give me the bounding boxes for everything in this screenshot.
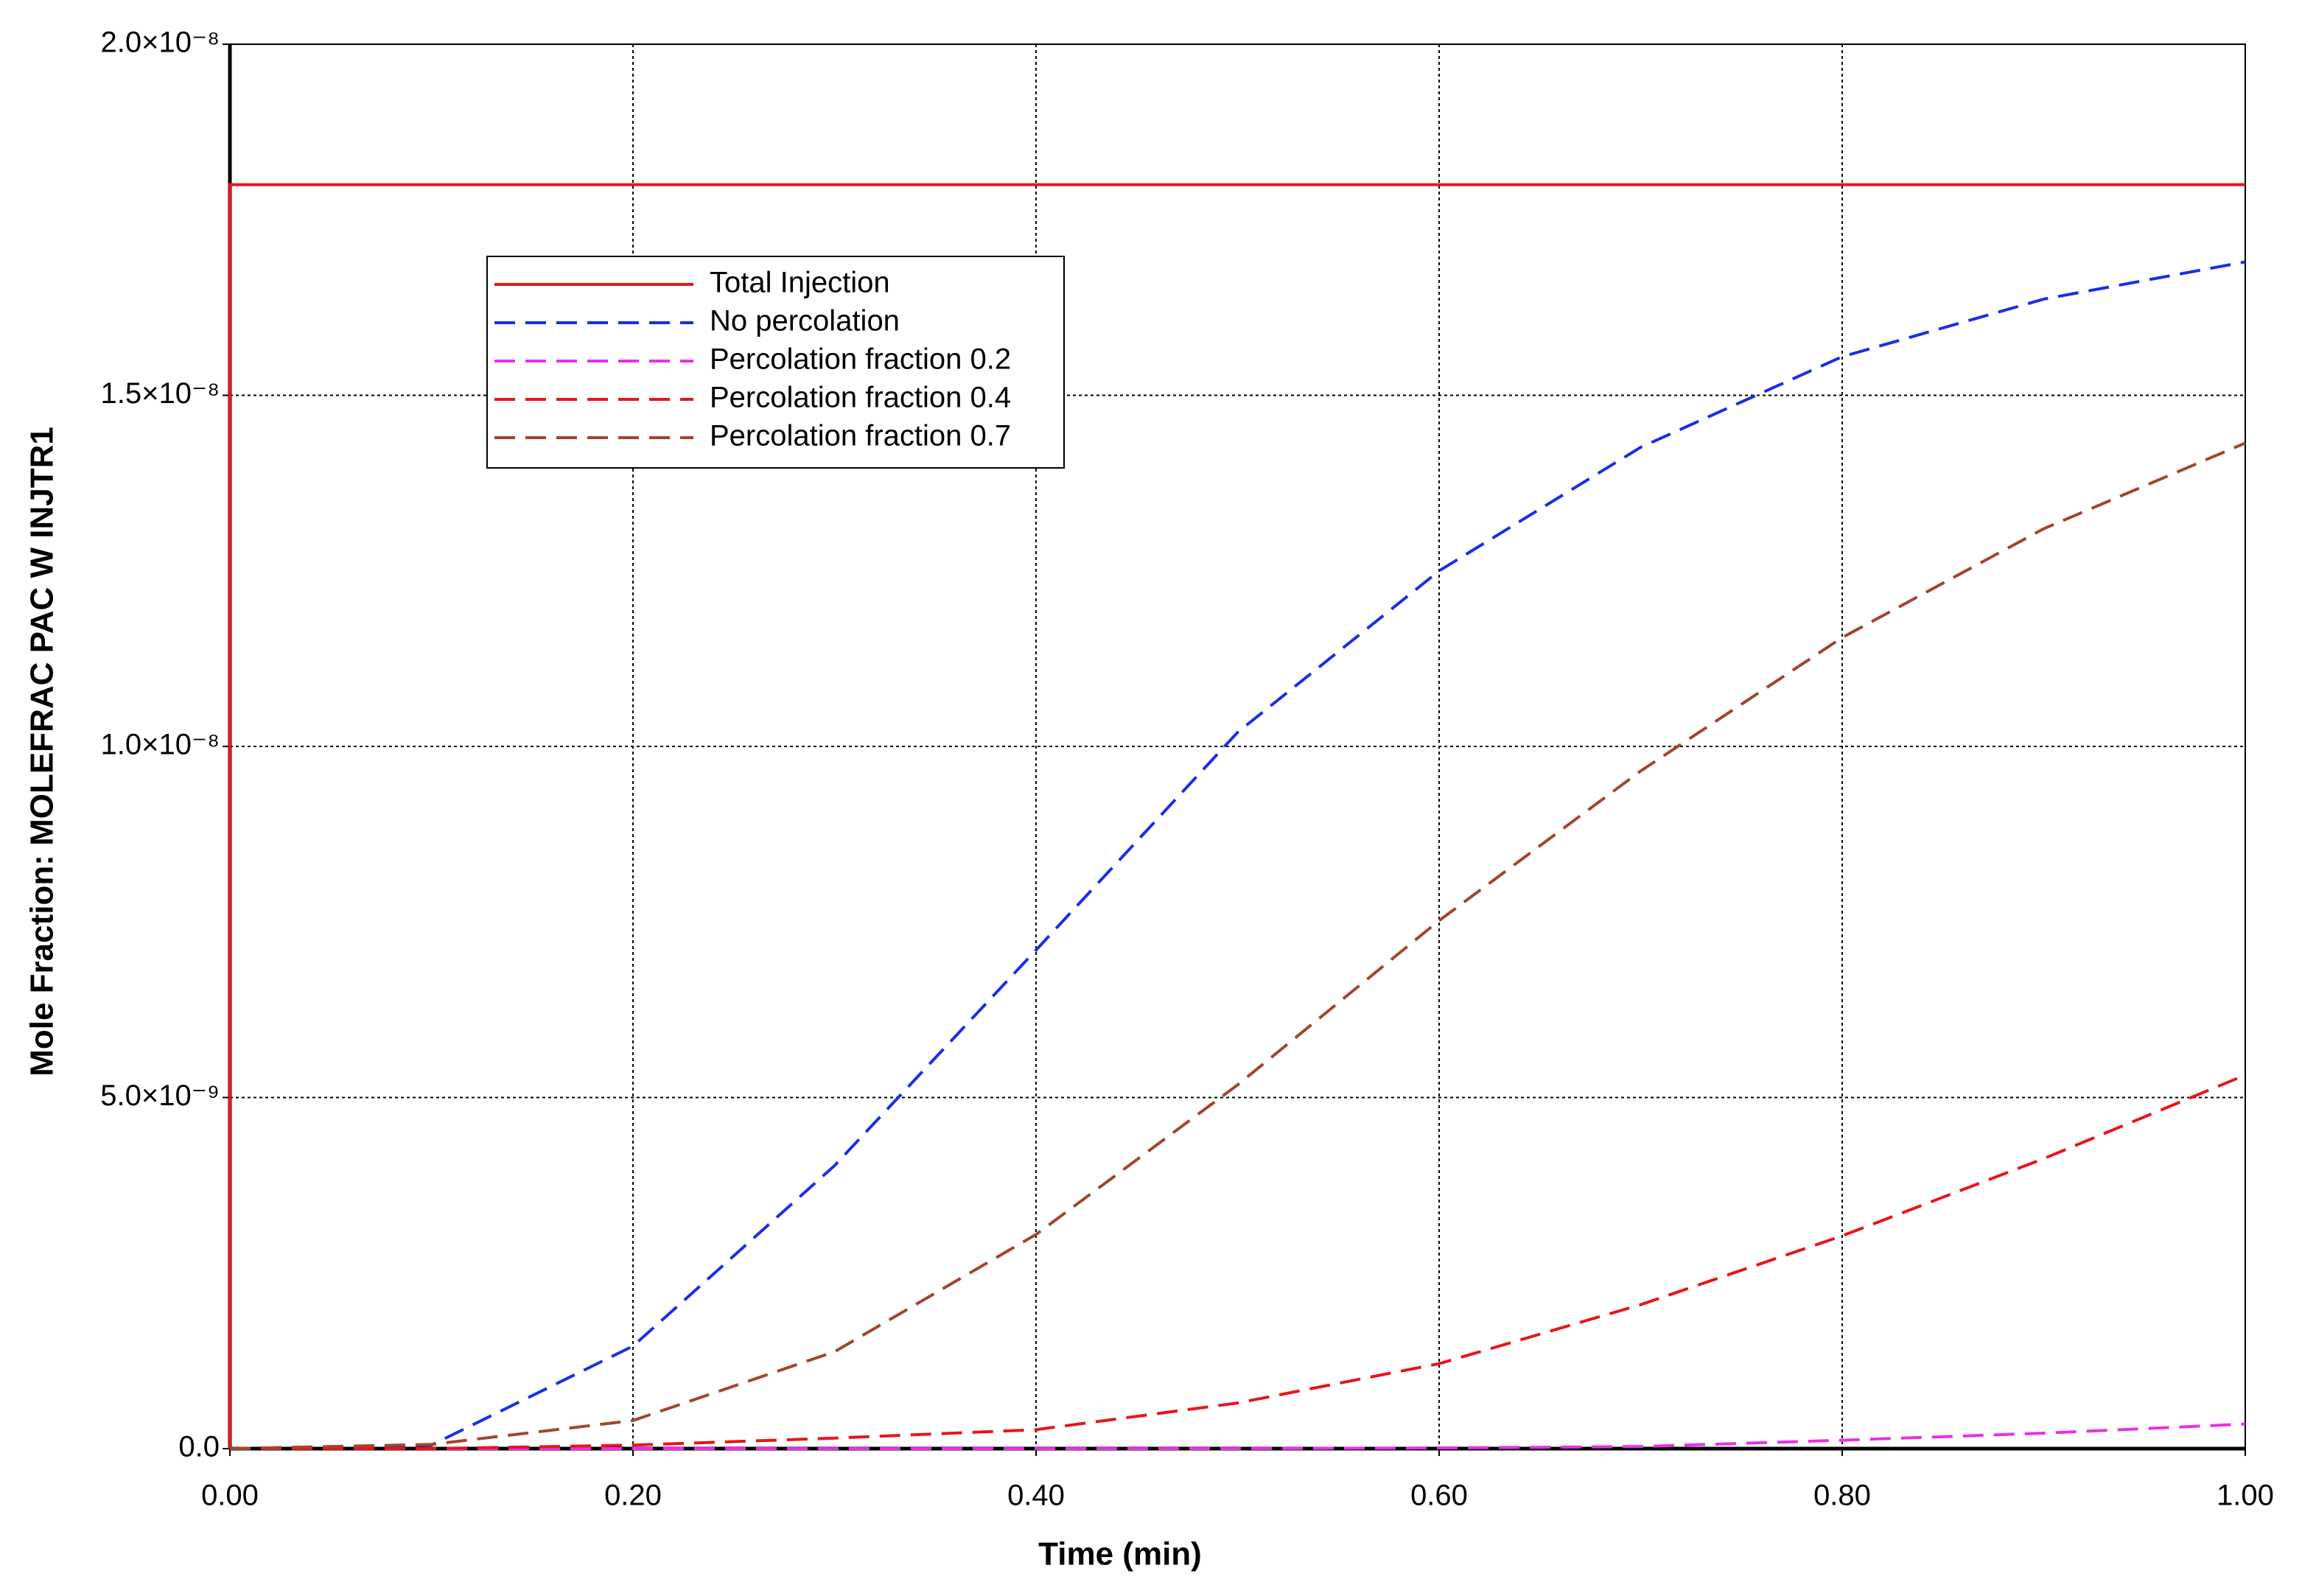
legend-label: Percolation fraction 0.2 xyxy=(710,343,1011,376)
x-tick-label: 0.80 xyxy=(1813,1480,1871,1512)
series-line xyxy=(229,260,2246,1450)
legend-label: No percolation xyxy=(710,305,900,337)
y-tick-label: 1.0×10⁻⁸ xyxy=(101,729,220,761)
series-line xyxy=(230,1422,2246,1450)
series-line xyxy=(230,1074,2246,1450)
y-tick-label: 0.0 xyxy=(178,1431,220,1463)
legend-label: Total Injection xyxy=(710,267,890,299)
legend-label: Percolation fraction 0.4 xyxy=(710,382,1011,414)
x-axis-label: Time (min) xyxy=(1038,1536,1202,1572)
y-tick-label: 1.5×10⁻⁸ xyxy=(101,377,220,410)
y-tick-label: 2.0×10⁻⁸ xyxy=(101,27,220,59)
series-line xyxy=(229,441,2246,1450)
x-tick-label: 0.60 xyxy=(1410,1480,1468,1512)
x-tick-label: 1.00 xyxy=(2217,1480,2274,1512)
x-tick-label: 0.00 xyxy=(201,1480,259,1512)
series-line xyxy=(228,183,2245,1449)
x-tick-label: 0.40 xyxy=(1007,1480,1065,1512)
legend-label: Percolation fraction 0.7 xyxy=(710,420,1011,452)
y-axis-label: Mole Fraction: MOLEFRAC PAC W INJTR1 xyxy=(24,427,60,1077)
legend-box xyxy=(486,256,1065,469)
x-tick-label: 0.20 xyxy=(604,1480,662,1512)
y-tick-label: 5.0×10⁻⁹ xyxy=(100,1079,220,1112)
